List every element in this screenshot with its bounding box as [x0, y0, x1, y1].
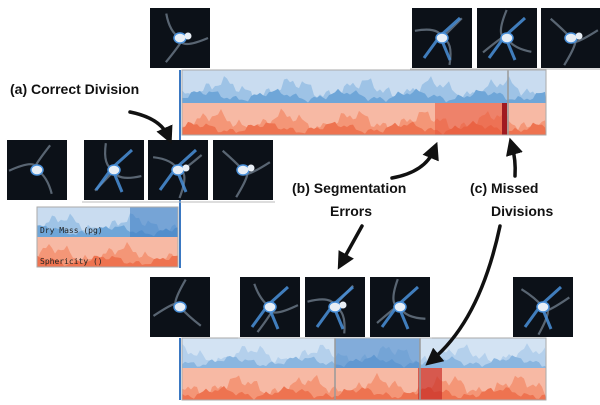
arrow	[505, 137, 523, 178]
cell-thumbnail	[84, 140, 144, 200]
cell-body	[435, 32, 449, 44]
cell-body	[184, 32, 192, 40]
cell-thumbnail	[7, 140, 67, 200]
cell-body	[328, 301, 342, 313]
cell-thumbnail	[148, 140, 208, 200]
annotation: (a) Correct Division	[10, 81, 139, 97]
arrow	[128, 110, 173, 144]
cell-body	[564, 32, 578, 44]
arrow	[390, 141, 439, 180]
cell-body	[263, 301, 277, 313]
annotation: (c) Missed	[470, 180, 538, 196]
cell-body	[107, 164, 121, 176]
cell-thumbnail	[150, 8, 210, 68]
cell-thumbnail	[370, 277, 430, 337]
highlight	[418, 368, 442, 400]
arrow	[425, 224, 502, 366]
highlight	[335, 338, 420, 368]
cell-thumbnail	[477, 8, 537, 68]
cell-body	[393, 301, 407, 313]
highlight	[435, 103, 507, 135]
track-area	[182, 88, 546, 103]
cell-body	[500, 32, 514, 44]
cell-body	[173, 32, 187, 44]
cell-body	[247, 164, 255, 172]
cell-body	[171, 164, 185, 176]
cell-thumbnail	[240, 277, 300, 337]
track-area	[37, 242, 178, 267]
cell-body	[182, 164, 190, 172]
cell-body	[236, 164, 250, 176]
cell-body	[536, 301, 550, 313]
cell-thumbnail	[541, 8, 600, 68]
track-frame	[36, 206, 179, 268]
highlight	[130, 207, 178, 237]
track-area	[182, 385, 546, 400]
track-label: Dry Mass (pg)	[40, 226, 103, 235]
cell-thumbnail	[513, 277, 573, 337]
track-label: Sphericity ()	[40, 257, 103, 266]
cell-body	[173, 301, 187, 313]
cell-body	[339, 301, 347, 309]
annotation: Divisions	[491, 203, 553, 219]
cell-body	[575, 32, 583, 40]
annotation: Errors	[330, 203, 372, 219]
highlight	[502, 103, 507, 135]
track-frame	[181, 69, 547, 136]
annotation: (b) Segmentation	[292, 180, 406, 196]
cell-thumbnail	[305, 277, 365, 337]
cell-body	[30, 164, 44, 176]
track-area	[182, 372, 546, 400]
cell-thumbnail	[412, 8, 472, 68]
track-area	[37, 255, 178, 267]
arrow	[337, 224, 364, 270]
cell-thumbnail	[150, 277, 210, 337]
cell-thumbnail	[213, 140, 273, 200]
